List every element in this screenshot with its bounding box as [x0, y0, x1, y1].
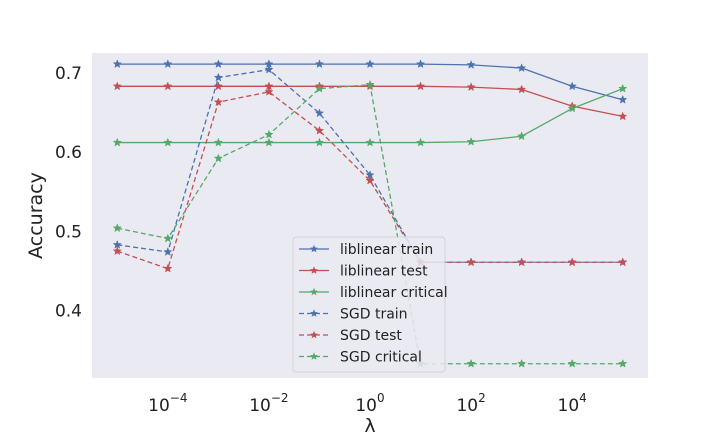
series-liblinear-train: [112, 59, 628, 104]
data-point: [314, 59, 325, 69]
data-point: [112, 59, 122, 69]
legend-item: liblinear train: [299, 242, 433, 258]
y-tick-label: 0.7: [55, 64, 82, 84]
data-point: [112, 137, 122, 147]
data-point: [112, 246, 122, 256]
data-point: [365, 79, 375, 89]
data-point: [567, 103, 577, 113]
legend-marker: [310, 244, 318, 253]
y-tick-label: 0.5: [55, 222, 82, 242]
legend-box: [292, 236, 446, 373]
legend-item: SGD test: [299, 328, 402, 344]
data-point: [163, 233, 173, 243]
data-point: [466, 82, 476, 92]
data-point: [314, 125, 325, 135]
legend: liblinear train liblinear test liblinear c…: [292, 236, 448, 373]
data-point: [415, 59, 426, 69]
data-point: [415, 81, 426, 91]
data-point: [567, 81, 577, 91]
x-tick-label: 104: [558, 391, 587, 416]
legend-marker: [310, 309, 318, 317]
x-tick-label: 102: [456, 391, 485, 416]
legend-label: liblinear critical: [340, 285, 448, 301]
data-point: [112, 81, 122, 91]
data-point: [264, 129, 274, 139]
data-point: [213, 81, 224, 91]
data-point: [163, 263, 173, 273]
legend-label: liblinear test: [340, 264, 428, 280]
data-point: [618, 257, 628, 267]
legend-item: SGD train: [299, 307, 408, 323]
y-tick-label: 0.4: [55, 302, 82, 322]
data-point: [466, 136, 476, 146]
legend-item: liblinear critical: [299, 285, 448, 301]
data-point: [365, 59, 375, 69]
data-point: [516, 257, 527, 267]
legend-item: liblinear test: [299, 264, 428, 280]
data-point: [163, 81, 173, 91]
data-point: [264, 137, 274, 147]
data-point: [567, 358, 577, 368]
data-point: [163, 137, 173, 147]
data-point: [516, 358, 527, 368]
data-point: [466, 257, 476, 267]
data-point: [516, 131, 527, 141]
y-tick-label: 0.6: [55, 143, 82, 163]
series-layer: [112, 59, 628, 368]
x-tick-label: 10−2: [249, 391, 288, 416]
data-point: [365, 137, 375, 147]
data-point: [365, 175, 375, 185]
series-line: [117, 91, 623, 270]
data-point: [163, 247, 173, 256]
data-point: [618, 111, 628, 121]
legend-marker: [310, 330, 318, 339]
data-point: [213, 59, 224, 69]
data-point: [264, 64, 274, 74]
series-liblinear-critical: [112, 83, 628, 147]
legend-marker: [310, 352, 318, 360]
x-tick-label: 10−4: [148, 391, 187, 416]
data-point: [112, 223, 122, 233]
legend-label: liblinear train: [340, 242, 433, 258]
legend-label: SGD critical: [340, 350, 422, 366]
data-point: [516, 63, 527, 73]
data-point: [314, 108, 325, 118]
data-point: [213, 97, 224, 107]
x-tick-label: 100: [355, 391, 384, 416]
x-axis-title: λ: [364, 415, 375, 432]
data-point: [466, 59, 476, 69]
legend-label: SGD test: [340, 328, 402, 344]
data-point: [516, 84, 527, 94]
legend-label: SGD train: [340, 307, 408, 323]
data-point: [415, 137, 426, 147]
y-axis-title: Accuracy: [25, 172, 47, 259]
data-point: [163, 59, 173, 69]
legend-marker: [310, 266, 318, 274]
legend-marker: [310, 287, 318, 296]
data-point: [567, 257, 577, 267]
data-point: [213, 153, 224, 163]
data-point: [314, 83, 325, 93]
data-point: [213, 72, 224, 82]
y-axis-ticks: 0.4 0.5 0.6 0.7: [55, 64, 82, 322]
data-point: [618, 358, 628, 368]
legend-item: SGD critical: [299, 350, 422, 366]
data-point: [213, 137, 224, 147]
data-point: [314, 137, 325, 147]
data-point: [618, 94, 628, 104]
data-point: [264, 86, 274, 96]
x-axis-ticks: 10−4 10−2 100 102 104: [148, 391, 587, 416]
data-point: [466, 358, 476, 368]
data-point: [618, 83, 628, 93]
